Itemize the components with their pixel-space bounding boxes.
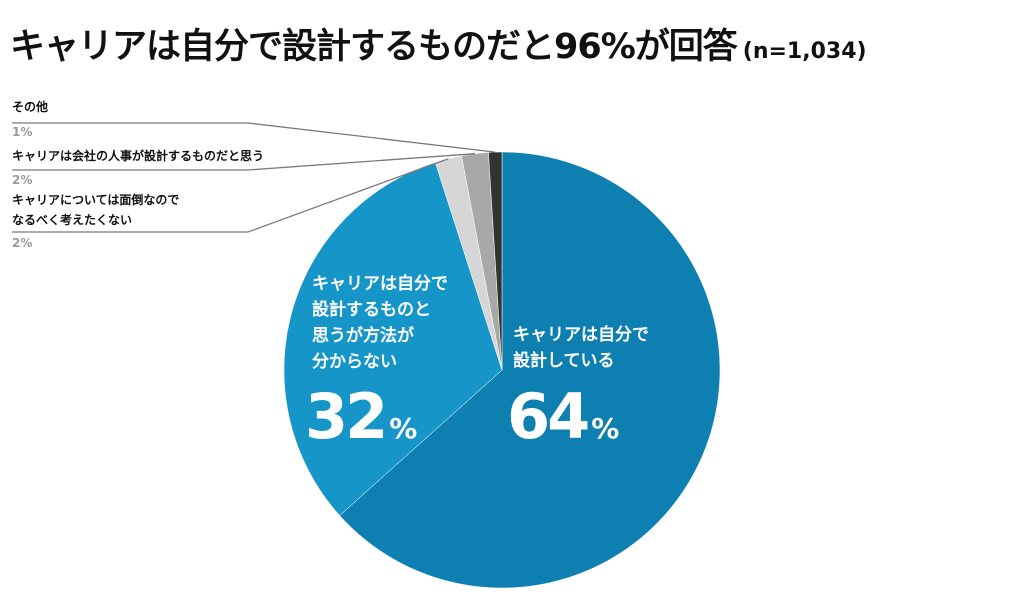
slice-label-1-line-0: キャリアは自分で	[312, 274, 448, 294]
leader-lines	[12, 122, 496, 233]
pie-slices	[283, 151, 721, 589]
slice-value-1-unit: %	[389, 412, 418, 445]
slice-label-4-line-0: その他	[12, 100, 49, 114]
slice-label-1: キャリアは自分で 設計するものと 思うが方法が 分からない	[312, 271, 448, 375]
slice-label-2-line-0: キャリアについては面倒なので	[12, 193, 180, 207]
chart-title: キャリアは自分で設計するものだと96%が回答 (n=1,034)	[10, 18, 867, 69]
slice-value-3: 2%	[12, 173, 33, 187]
slice-label-4: その他	[12, 97, 48, 117]
slice-value-0: 64%	[507, 380, 619, 453]
slice-value-0-unit: %	[591, 412, 620, 445]
slice-value-4: 1%	[12, 125, 33, 139]
slice-label-0-line-1: 設計している	[513, 351, 615, 371]
slice-label-0-line-0: キャリアは自分で	[513, 325, 649, 345]
slice-label-1-line-3: 分からない	[312, 352, 397, 372]
slice-label-1-line-2: 思うが方法が	[312, 326, 414, 346]
slice-label-0: キャリアは自分で 設計している	[513, 322, 649, 374]
slice-label-3: キャリアは会社の人事が設計するものだと思う	[12, 146, 264, 166]
leader-line-2	[12, 158, 449, 233]
slice-label-2-line-1: なるべく考えたくない	[12, 213, 133, 227]
chart-title-text: キャリアは自分で設計するものだと96%が回答	[10, 27, 738, 67]
slice-value-0-number: 64	[507, 380, 590, 453]
leader-line-4	[12, 122, 496, 153]
pie-slice-0	[339, 151, 721, 589]
slice-label-2: キャリアについては面倒なので なるべく考えたくない	[12, 190, 179, 230]
slice-value-1-number: 32	[305, 380, 388, 453]
slice-value-1: 32%	[305, 380, 417, 453]
leader-line-3	[12, 153, 475, 171]
slice-value-2: 2%	[12, 236, 33, 250]
pie-slice-4	[488, 151, 503, 371]
sample-size: (n=1,034)	[742, 39, 867, 64]
slice-label-3-line-0: キャリアは会社の人事が設計するものだと思う	[12, 149, 265, 163]
slice-label-1-line-1: 設計するものと	[312, 300, 431, 320]
pie-slice-1	[283, 162, 503, 516]
